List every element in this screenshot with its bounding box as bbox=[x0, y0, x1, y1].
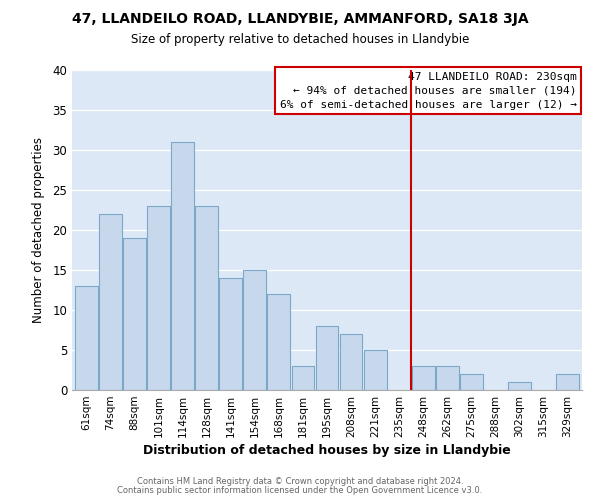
Y-axis label: Number of detached properties: Number of detached properties bbox=[32, 137, 46, 323]
Bar bbox=[268, 294, 290, 390]
Bar bbox=[244, 270, 266, 390]
Bar bbox=[75, 286, 98, 390]
Text: 47, LLANDEILO ROAD, LLANDYBIE, AMMANFORD, SA18 3JA: 47, LLANDEILO ROAD, LLANDYBIE, AMMANFORD… bbox=[71, 12, 529, 26]
Bar bbox=[171, 142, 194, 390]
Text: Contains public sector information licensed under the Open Government Licence v3: Contains public sector information licen… bbox=[118, 486, 482, 495]
Bar bbox=[556, 374, 579, 390]
Bar bbox=[340, 334, 362, 390]
Text: 47 LLANDEILO ROAD: 230sqm
← 94% of detached houses are smaller (194)
6% of semi-: 47 LLANDEILO ROAD: 230sqm ← 94% of detac… bbox=[280, 72, 577, 110]
X-axis label: Distribution of detached houses by size in Llandybie: Distribution of detached houses by size … bbox=[143, 444, 511, 457]
Bar bbox=[220, 278, 242, 390]
Text: Contains HM Land Registry data © Crown copyright and database right 2024.: Contains HM Land Registry data © Crown c… bbox=[137, 477, 463, 486]
Bar bbox=[195, 206, 218, 390]
Bar bbox=[508, 382, 531, 390]
Bar bbox=[99, 214, 122, 390]
Bar bbox=[292, 366, 314, 390]
Bar bbox=[316, 326, 338, 390]
Bar bbox=[436, 366, 459, 390]
Bar bbox=[412, 366, 434, 390]
Bar bbox=[460, 374, 483, 390]
Text: Size of property relative to detached houses in Llandybie: Size of property relative to detached ho… bbox=[131, 32, 469, 46]
Bar bbox=[147, 206, 170, 390]
Bar bbox=[364, 350, 386, 390]
Bar bbox=[123, 238, 146, 390]
